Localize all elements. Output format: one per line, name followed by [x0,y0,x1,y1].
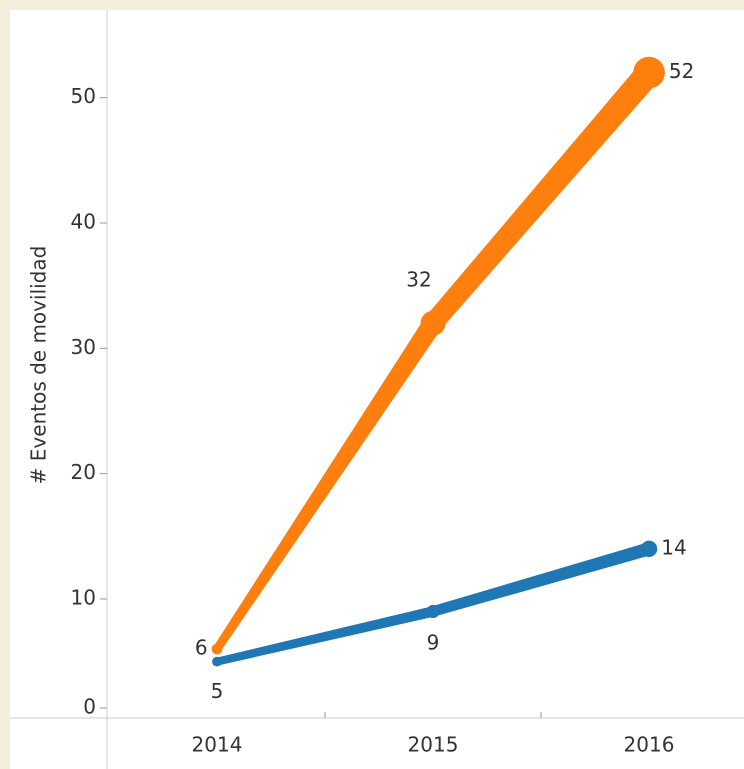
point [426,604,440,619]
point [640,540,658,558]
point [211,643,223,655]
line-segment [425,64,659,330]
y-tick-label: 30 [71,335,96,359]
x-tick-label: 2015 [408,733,459,757]
line-segment [216,606,435,666]
point [420,310,446,336]
x-tick-label: 2016 [624,733,675,757]
y-tick-label: 50 [71,84,96,108]
point [633,56,665,89]
x-tick-label: 2014 [192,733,243,757]
y-tick-label: 10 [71,585,96,609]
data-label: 52 [669,59,694,83]
data-label: 6 [195,636,208,660]
data-label: 14 [661,535,686,559]
y-tick-label: 0 [83,695,96,719]
data-label: 9 [427,631,440,655]
plot-background [10,10,744,769]
data-label: 32 [406,267,431,291]
y-tick-label: 40 [71,210,96,234]
point [212,656,222,667]
line-segment [431,542,651,617]
data-label: 5 [211,679,224,703]
line-segment [213,317,442,652]
y-tick-label: 20 [71,460,96,484]
y-axis-title: # Eventos de movilidad [27,246,51,485]
